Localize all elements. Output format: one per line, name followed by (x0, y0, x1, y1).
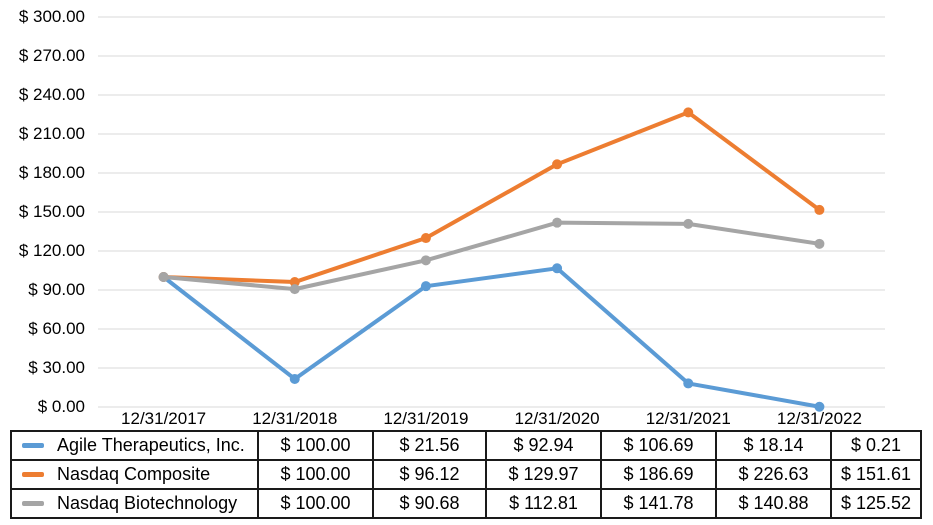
x-axis-labels: 12/31/2017 12/31/2018 12/31/2019 12/31/2020… (0, 407, 933, 429)
y-tick-label: $ 0.00 (37, 397, 85, 416)
series-marker (420, 281, 431, 292)
series-marker (420, 233, 431, 244)
series-marker (420, 255, 431, 266)
x-tick-label: 12/31/2019 (383, 409, 469, 428)
table-row: Agile Therapeutics, Inc. $ 100.00 $ 21.56 $… (10, 430, 922, 461)
value-cell: $ 96.12 (372, 459, 487, 490)
series-marker (814, 238, 825, 249)
y-tick-label: $ 210.00 (18, 124, 85, 143)
x-tick-label: 12/31/2020 (514, 409, 600, 428)
y-tick-label: $ 240.00 (18, 85, 85, 104)
value-cell: $ 129.97 (485, 459, 602, 490)
series-marker (158, 272, 169, 282)
legend-swatch-icon (22, 472, 44, 477)
value-cell: $ 100.00 (257, 488, 374, 519)
series-marker (552, 159, 563, 170)
table-row: Nasdaq Composite $ 100.00 $ 96.12 $ 129.97 $… (10, 459, 922, 490)
series-marker (814, 401, 825, 412)
value-cell: $ 92.94 (485, 430, 602, 461)
y-axis-labels: $ 300.00 $ 270.00 $ 240.00 $ 210.00 $ 180.00… (0, 0, 85, 420)
legend-swatch-icon (22, 501, 44, 506)
table-row: Nasdaq Biotechnology $ 100.00 $ 90.68 $ 112… (10, 488, 922, 519)
value-cell: $ 141.78 (600, 488, 717, 519)
y-tick-label: $ 180.00 (18, 163, 85, 182)
y-tick-label: $ 30.00 (28, 358, 85, 377)
y-tick-label: $ 300.00 (18, 7, 85, 26)
series-marker (289, 284, 300, 295)
value-cell: $ 100.00 (257, 459, 374, 490)
series-marker (552, 217, 563, 228)
series-name: Nasdaq Composite (57, 464, 211, 484)
y-tick-label: $ 120.00 (18, 241, 85, 260)
series-line (161, 220, 822, 292)
series-marker (289, 373, 300, 384)
series-name-cell: Agile Therapeutics, Inc. (10, 430, 259, 461)
series-line (161, 266, 822, 409)
value-cell: $ 90.68 (372, 488, 487, 519)
value-cell: $ 226.63 (715, 459, 832, 490)
series-marker (552, 263, 563, 274)
y-tick-label: $ 270.00 (18, 46, 85, 65)
series-marker (683, 378, 694, 389)
value-cell: $ 21.56 (372, 430, 487, 461)
series-marker (683, 218, 694, 229)
y-tick-label: $ 150.00 (18, 202, 85, 221)
value-cell: $ 151.61 (830, 459, 922, 490)
legend-swatch-icon (22, 443, 44, 448)
series-name-cell: Nasdaq Biotechnology (10, 488, 259, 519)
value-cell: $ 106.69 (600, 430, 717, 461)
series-marker (683, 107, 694, 118)
series-name: Nasdaq Biotechnology (57, 493, 238, 513)
series-line (161, 110, 822, 285)
x-tick-label: 12/31/2018 (252, 409, 338, 428)
value-cell: $ 125.52 (830, 488, 922, 519)
plot-area (98, 16, 885, 412)
series-name-cell: Nasdaq Composite (10, 459, 259, 490)
y-tick-label: $ 60.00 (28, 319, 85, 338)
series-marker (289, 277, 300, 288)
y-tick-label: $ 90.00 (28, 280, 85, 299)
value-cell: $ 140.88 (715, 488, 832, 519)
value-cell: $ 18.14 (715, 430, 832, 461)
x-tick-label: 12/31/2021 (645, 409, 731, 428)
x-tick-label: 12/31/2017 (121, 409, 207, 428)
x-tick-label: 12/31/2022 (776, 409, 862, 428)
series-name: Agile Therapeutics, Inc. (57, 435, 245, 455)
series-marker (814, 204, 825, 215)
performance-data-table: Agile Therapeutics, Inc. $ 100.00 $ 21.56 $… (10, 430, 922, 519)
value-cell: $ 112.81 (485, 488, 602, 519)
value-cell: $ 0.21 (830, 430, 922, 461)
value-cell: $ 186.69 (600, 459, 717, 490)
value-cell: $ 100.00 (257, 430, 374, 461)
